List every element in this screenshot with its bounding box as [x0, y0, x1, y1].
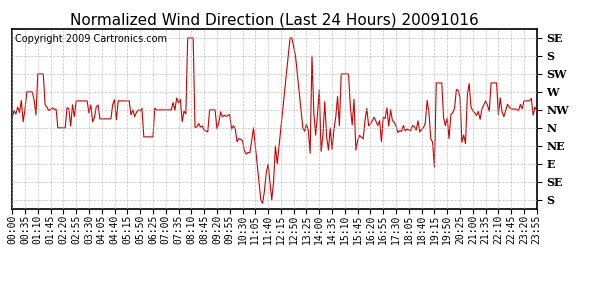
Text: Copyright 2009 Cartronics.com: Copyright 2009 Cartronics.com [15, 35, 167, 44]
Title: Normalized Wind Direction (Last 24 Hours) 20091016: Normalized Wind Direction (Last 24 Hours… [70, 13, 479, 28]
